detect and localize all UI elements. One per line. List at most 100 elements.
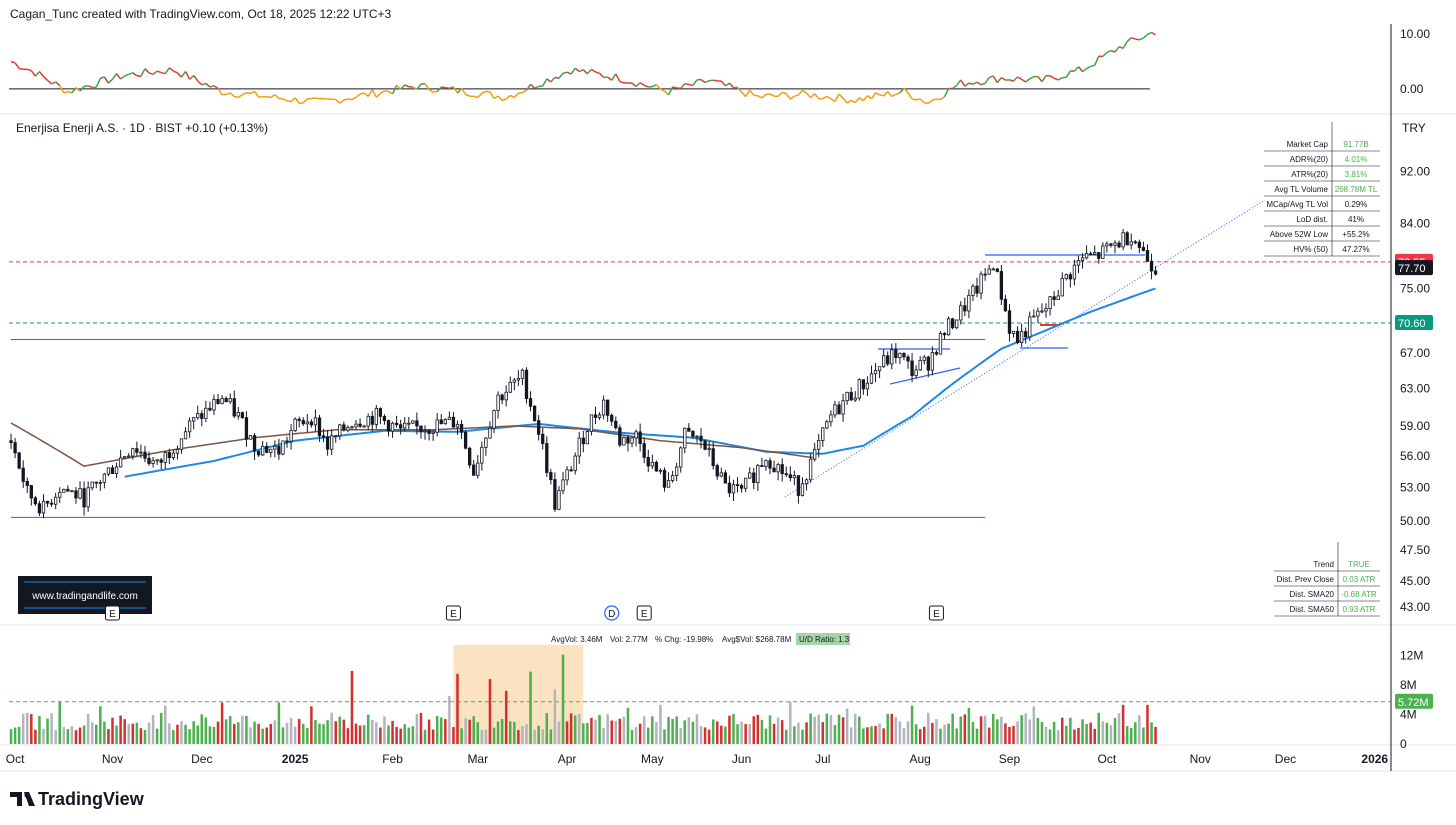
candle-body (537, 420, 541, 435)
candle-body (650, 461, 654, 467)
oscillator-segment (156, 70, 162, 74)
volume-bar (143, 729, 147, 744)
oscillator-segment (883, 90, 889, 97)
volume-bar (655, 722, 658, 744)
volume-bar (845, 708, 849, 744)
oscillator-segment (270, 93, 276, 99)
volume-bar (297, 718, 301, 744)
candle-body (922, 356, 926, 361)
candle-body (622, 436, 626, 446)
oscillator-segment (1025, 78, 1031, 83)
volume-bar (508, 721, 512, 744)
candle-body (321, 435, 326, 438)
volume-bar (703, 727, 707, 744)
oscillator-segment (107, 78, 114, 84)
oscillator-segment (335, 98, 341, 104)
candle-body (143, 451, 147, 459)
volume-bar (594, 719, 597, 744)
candle-body (216, 398, 220, 405)
tradingview-logo[interactable]: TradingView (10, 789, 145, 809)
volume-bar (460, 728, 463, 744)
table-value: 91.77B (1343, 140, 1368, 149)
earnings-marker[interactable] (445, 605, 461, 621)
volume-bar (17, 726, 21, 744)
candle-body (484, 437, 488, 448)
earnings-marker[interactable] (636, 605, 652, 621)
volume-avg-dollar: Avg$Vol: $268.78M (722, 635, 792, 644)
oscillator-segment (343, 98, 349, 101)
candle-body (890, 349, 894, 365)
oscillator-segment (489, 91, 495, 99)
volume-bar (833, 725, 837, 744)
oscillator-segment (830, 98, 836, 103)
candle-body (837, 404, 841, 415)
oscillator-panel: 10.00 0.00 (9, 27, 1430, 105)
candle-body (297, 418, 301, 421)
volume-tick-label: 12M (1400, 648, 1423, 662)
volume-bar (752, 716, 756, 744)
volume-bar (306, 728, 309, 744)
oscillator-segment (611, 73, 617, 81)
volume-bar (1121, 704, 1125, 744)
volume-bar (882, 728, 885, 744)
candle-body (261, 445, 265, 456)
volume-bar (277, 702, 281, 744)
candle-body (212, 398, 216, 411)
candle-body (163, 452, 167, 463)
volume-bar (590, 717, 593, 744)
oscillator-segment (505, 94, 511, 100)
watermark-box[interactable]: www.tradingandlife.com (18, 576, 152, 614)
candle-body (999, 271, 1004, 300)
candle-body (666, 480, 671, 488)
candle-body (788, 474, 792, 479)
candle-body (711, 448, 715, 466)
volume-bar (241, 715, 244, 744)
table-value: 47.27% (1342, 245, 1369, 254)
volume-bar (577, 713, 581, 744)
volume-bar (1154, 726, 1157, 744)
tradingview-logo-dot (24, 792, 30, 798)
dividend-marker[interactable] (604, 605, 620, 621)
oscillator-tick-label: 10.00 (1400, 27, 1430, 41)
oscillator-segment (919, 98, 925, 104)
volume-bar (720, 725, 723, 744)
price-tick-label: 75.00 (1400, 281, 1430, 295)
volume-bar (874, 725, 877, 744)
volume-bar (383, 716, 386, 744)
volume-bar (866, 727, 869, 744)
oscillator-segment (184, 71, 191, 80)
oscillator-segment (802, 89, 807, 94)
candle-body (200, 413, 204, 419)
candle-body (813, 448, 817, 460)
table-value: 268.78M TL (1335, 185, 1378, 194)
volume-bar (366, 714, 370, 744)
chart-header: Cagan_Tunc created with TradingView.com,… (10, 7, 392, 21)
oscillator-segment (51, 81, 57, 85)
time-tick-label: Dec (1275, 752, 1296, 766)
volume-bar (468, 719, 471, 744)
volume-bar (452, 727, 455, 744)
oscillator-segment (152, 70, 158, 75)
earnings-marker[interactable] (104, 605, 120, 621)
oscillator-segment (1151, 31, 1156, 36)
candle-body (638, 431, 642, 444)
candle-body (1117, 242, 1121, 248)
oscillator-segment (38, 71, 45, 77)
candle-body (707, 448, 711, 451)
price-tick-label: 50.00 (1400, 514, 1430, 528)
volume-bar (715, 721, 719, 744)
volume-bar (58, 701, 61, 744)
oscillator-segment (688, 83, 694, 87)
volume-bar (1052, 721, 1056, 744)
oscillator-segment (441, 86, 446, 89)
candle-body (228, 398, 232, 403)
volume-highlight-box (453, 645, 584, 744)
oscillator-segment (1139, 37, 1144, 41)
volume-bar (914, 724, 918, 744)
volume-bar (1024, 713, 1027, 744)
earnings-marker[interactable] (928, 605, 944, 621)
candle-body (764, 460, 768, 467)
oscillator-segment (838, 93, 844, 99)
candle-body (748, 472, 752, 479)
